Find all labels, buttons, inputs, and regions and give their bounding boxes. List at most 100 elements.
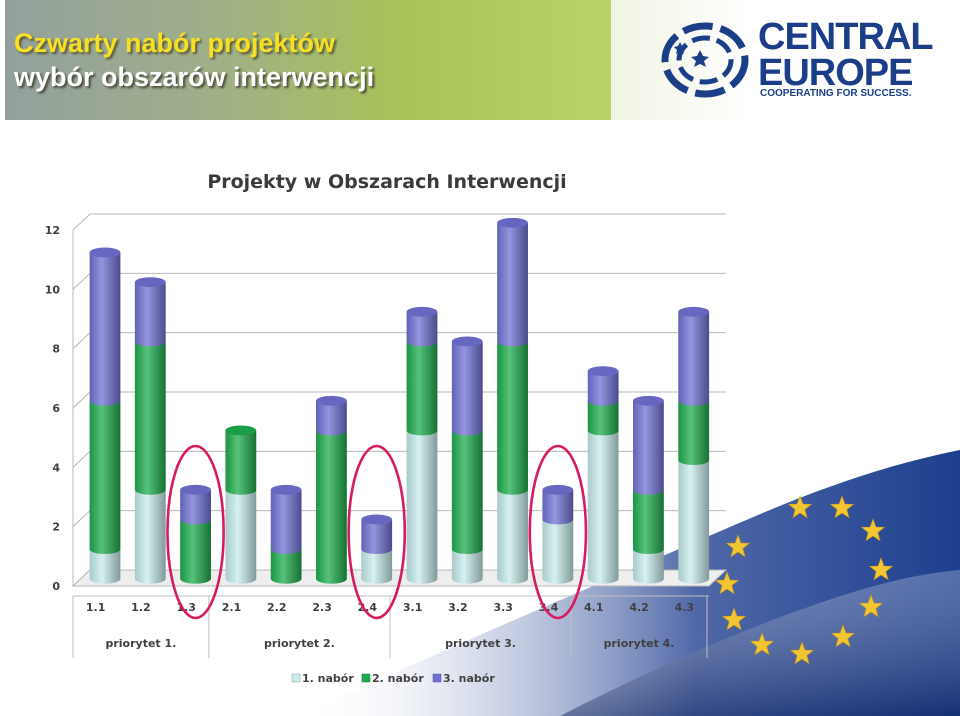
x-tick-label: 2.2 — [267, 601, 287, 614]
bar-segment — [678, 311, 710, 406]
gridline-depth — [72, 391, 91, 409]
y-tick-label: 12 — [45, 224, 60, 237]
legend-swatch — [291, 673, 301, 683]
bar-segment — [361, 519, 393, 555]
bar-segment — [633, 489, 664, 555]
bar-segment — [633, 549, 664, 584]
bar-top-cap — [678, 306, 710, 317]
bar-segment — [587, 371, 619, 406]
bar-segment — [633, 400, 664, 495]
y-tick-label: 2 — [52, 521, 60, 534]
bar-top-cap — [406, 306, 438, 317]
bar-segment — [225, 489, 257, 584]
bar-top-cap — [587, 366, 619, 377]
gridline-depth — [72, 510, 91, 528]
gridline-depth — [72, 332, 91, 350]
bar-segment — [451, 430, 483, 555]
y-axis-ticks: 0 2 4 6 8 10 12 — [45, 224, 61, 593]
bar-segment — [678, 460, 710, 584]
bar-segment — [497, 341, 528, 495]
eu-star-icon — [829, 495, 855, 519]
legend-swatch — [361, 673, 371, 683]
bar-segment — [542, 489, 574, 525]
slide-subtitle: wybór obszarów interwencji — [14, 62, 375, 92]
bar-segment — [587, 430, 619, 584]
bar-segment — [89, 549, 121, 584]
header-logo-area — [611, 0, 960, 120]
bar-segment — [316, 400, 347, 436]
bar-segment — [451, 549, 483, 584]
group-label: priorytet 1. — [105, 637, 176, 650]
x-tick-label: 3.2 — [448, 601, 468, 614]
x-tick-label: 3.3 — [493, 601, 513, 614]
bar-segment — [134, 282, 166, 347]
x-tick-label: 1.2 — [131, 601, 151, 614]
x-tick-label: 2.1 — [222, 601, 242, 614]
eu-star-icon — [868, 557, 894, 581]
bar-segment — [134, 489, 166, 584]
legend-label: 2. nabór — [372, 672, 424, 685]
y-tick-label: 0 — [52, 580, 60, 593]
bar-top-cap — [134, 277, 166, 288]
y-tick-label: 10 — [45, 283, 61, 296]
bar-top-cap — [316, 395, 347, 406]
eu-star-icon — [789, 641, 815, 665]
bar-segment — [406, 341, 438, 436]
x-tick-label: 3.1 — [403, 601, 423, 614]
bar-segment — [134, 341, 166, 495]
bar-segment — [497, 489, 528, 584]
gridline-depth — [72, 213, 91, 231]
legend-label: 3. nabór — [443, 672, 495, 685]
bar-top-cap — [497, 217, 528, 228]
y-tick-label: 8 — [52, 343, 60, 356]
bar-segment — [316, 430, 347, 584]
chart-title: Projekty w Obszarach Interwencji — [207, 171, 566, 193]
bar-segment — [180, 489, 211, 525]
eu-star-icon — [860, 518, 886, 542]
gridline-depth — [72, 450, 91, 468]
eu-star-icon — [721, 607, 747, 631]
bar-segment — [406, 311, 438, 347]
bar-segment — [89, 400, 121, 555]
bar-segment — [225, 430, 257, 495]
bar-segment — [451, 341, 483, 436]
bar-segment — [361, 549, 393, 584]
eu-star-icon — [714, 571, 740, 595]
logo-line2: EUROPE — [758, 52, 913, 94]
slide-title: Czwarty nabór projektów — [14, 28, 336, 58]
bar-top-cap — [270, 484, 302, 495]
bar-segment — [678, 400, 710, 466]
y-tick-label: 6 — [52, 402, 60, 415]
bar-top-cap — [542, 484, 574, 495]
bar-segment — [180, 519, 211, 584]
highlight-circle — [166, 444, 225, 620]
legend-swatch — [432, 673, 442, 683]
legend-label: 1. nabór — [302, 672, 354, 685]
gridline-depth — [72, 272, 91, 290]
group-label: priorytet 2. — [264, 637, 335, 650]
bar-top-cap — [451, 336, 483, 347]
chart-grid — [71, 213, 728, 587]
bar-top-cap — [361, 514, 393, 525]
y-tick-label: 4 — [52, 461, 60, 474]
eu-star-icon — [749, 632, 775, 656]
bar-segment — [587, 400, 619, 436]
bar-segment — [89, 252, 121, 406]
logo-swirl-icon — [661, 22, 749, 98]
bar-top-cap — [89, 247, 121, 258]
group-label: priorytet 4. — [604, 637, 675, 650]
highlight-circle — [528, 444, 588, 620]
bar-top-cap — [633, 395, 664, 406]
x-tick-label: 4.1 — [584, 601, 604, 614]
eu-star-icon — [858, 594, 884, 618]
bar-top-cap — [180, 484, 211, 495]
category-axis-table: 1.1 1.2 1.3 2.1 2.2 2.3 2.4 3.1 3.2 3.3 3.4 4.1 4.2 4… — [72, 595, 709, 658]
eu-stars — [714, 495, 894, 665]
eu-star-icon — [830, 624, 856, 648]
x-tick-label: 4.3 — [675, 601, 695, 614]
bar-segment — [542, 519, 574, 584]
highlight-circle — [347, 444, 407, 620]
logo-tagline: COOPERATING FOR SUCCESS. — [760, 88, 912, 99]
chart-bars — [89, 217, 710, 584]
